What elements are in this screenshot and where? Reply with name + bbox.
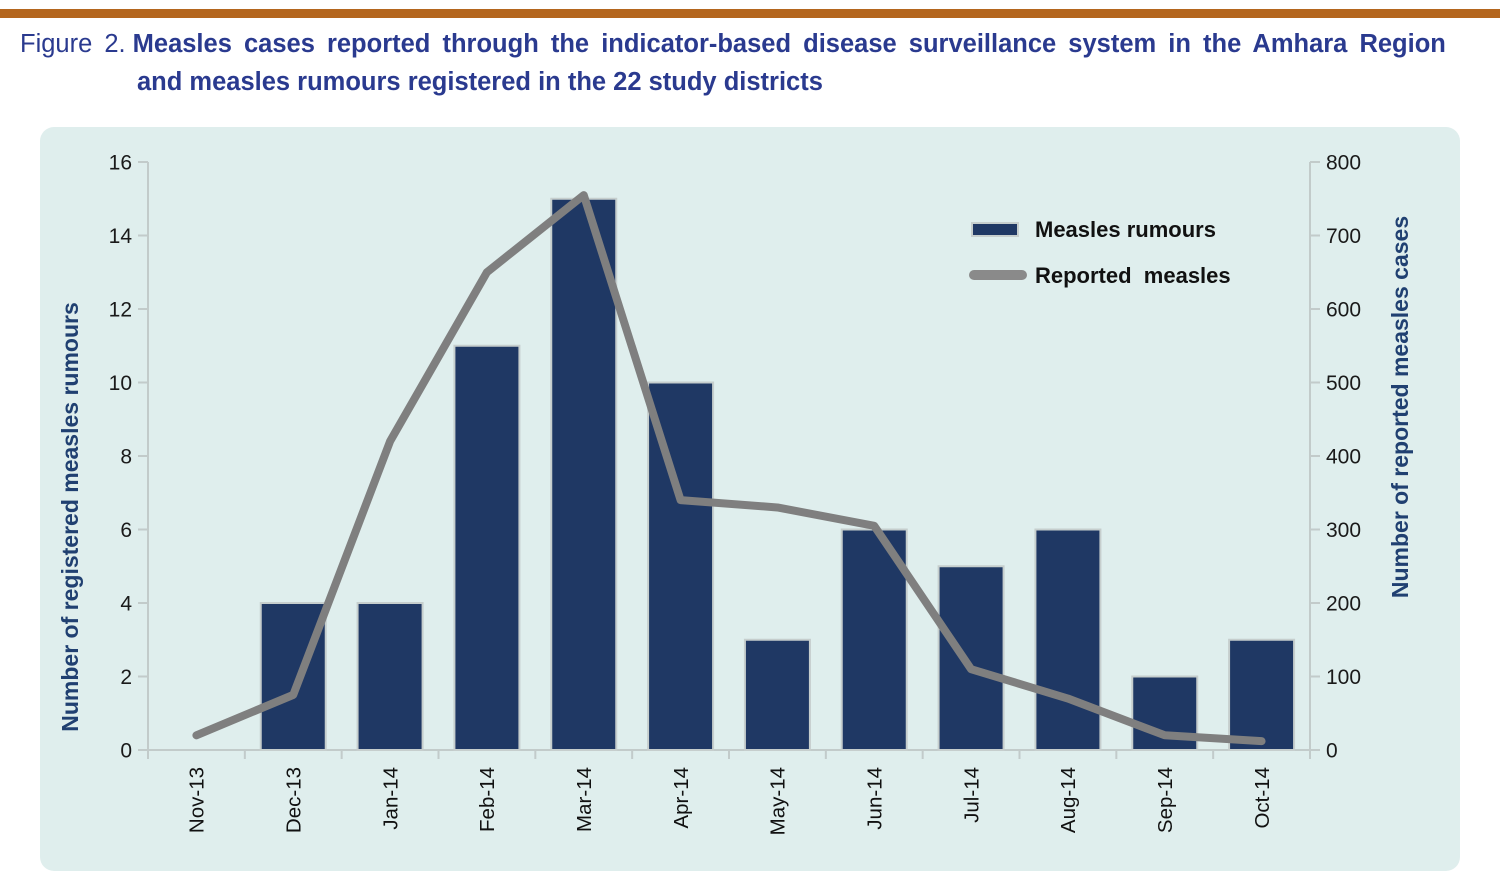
bar-Mar-14	[550, 197, 618, 751]
bar-Aug-14	[1034, 528, 1102, 751]
left-axis-tick-label: 2	[120, 666, 132, 689]
bar-Jul-14	[937, 565, 1005, 751]
right-axis-tick-label: 0	[1326, 739, 1338, 762]
right-axis-tick-label: 700	[1326, 225, 1361, 248]
left-axis-tick-label: 0	[120, 739, 132, 762]
right-axis-tick-label: 400	[1326, 445, 1361, 468]
x-category-label-Nov-13: Nov-13	[186, 767, 209, 833]
figure-title-text-2: and measles rumours registered in the 22…	[137, 68, 823, 96]
left-axis-tick-label: 10	[109, 372, 132, 395]
right-axis-tick-label: 300	[1326, 519, 1361, 542]
figure-title-line1: Figure 2. Measles cases reported through …	[20, 25, 1484, 63]
measles-chart: 0 2 4 6 8 10 12 14 16 0 100 200 300 400 500 600 700 800 No…	[57, 151, 1413, 835]
right-axis-tick-label: 500	[1326, 372, 1361, 395]
legend-bar-label: Measles rumours	[1035, 217, 1216, 242]
reported-measles-line	[192, 191, 1266, 746]
x-category-label-Oct-14: Oct-14	[1251, 767, 1274, 829]
figure-title-text-1: Measles cases reported through the indic…	[132, 30, 1446, 58]
left-axis-tick-label: 4	[120, 592, 132, 615]
x-category-label-Jan-14: Jan-14	[379, 767, 402, 830]
x-category-label-Sep-14: Sep-14	[1154, 767, 1177, 833]
right-axis-title: Number of reported measles cases	[1387, 216, 1413, 598]
x-category-label-Feb-14: Feb-14	[476, 767, 499, 832]
right-axis-tick-label: 600	[1326, 298, 1361, 321]
legend-line-label: Reported measles	[1035, 263, 1231, 288]
figure-title: Figure 2. Measles cases reported through …	[20, 25, 1484, 101]
left-axis-tick-label: 12	[109, 298, 132, 321]
bar-Jan-14	[356, 602, 424, 751]
left-axis-tick-label: 6	[120, 519, 132, 542]
bar-Jun-14	[840, 528, 908, 751]
figure-label: Figure 2.	[20, 30, 126, 58]
legend-bar-swatch	[971, 222, 1019, 237]
right-axis-tick-label: 200	[1326, 592, 1361, 615]
x-category-label-Dec-13: Dec-13	[282, 767, 305, 833]
left-axis-tick-label: 14	[109, 225, 133, 248]
bar-Oct-14	[1228, 638, 1296, 751]
left-axis-tick-label: 16	[109, 151, 132, 174]
chart-panel: 0 2 4 6 8 10 12 14 16 0 100 200 300 400 500 600 700 800 No…	[40, 127, 1460, 871]
x-category-label-Mar-14: Mar-14	[573, 767, 596, 832]
x-category-label-Apr-14: Apr-14	[670, 767, 693, 829]
legend: Measles rumours Reported measles	[969, 217, 1231, 288]
top-accent-rule	[0, 9, 1500, 18]
bar-Feb-14	[453, 344, 521, 751]
left-axis-tick-label: 8	[120, 445, 132, 468]
x-category-label-Jul-14: Jul-14	[960, 767, 983, 823]
x-category-label-Aug-14: Aug-14	[1057, 767, 1080, 833]
x-category-label-Jun-14: Jun-14	[863, 767, 886, 830]
right-axis-tick-label: 100	[1326, 666, 1361, 689]
x-category-label-May-14: May-14	[767, 767, 790, 835]
right-axis-tick-label: 800	[1326, 151, 1361, 174]
left-axis-title: Number of registered measles rumours	[57, 302, 83, 731]
bar-May-14	[743, 638, 811, 751]
